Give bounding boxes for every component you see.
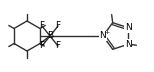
Text: F: F — [55, 41, 61, 50]
Text: N: N — [125, 40, 132, 49]
Text: +: + — [104, 30, 109, 35]
Text: B: B — [47, 32, 53, 40]
Text: F: F — [39, 22, 45, 31]
Text: F: F — [39, 41, 45, 50]
Text: N: N — [100, 32, 106, 40]
Text: N: N — [125, 40, 132, 49]
Text: N: N — [125, 23, 132, 32]
Text: F: F — [55, 22, 61, 31]
